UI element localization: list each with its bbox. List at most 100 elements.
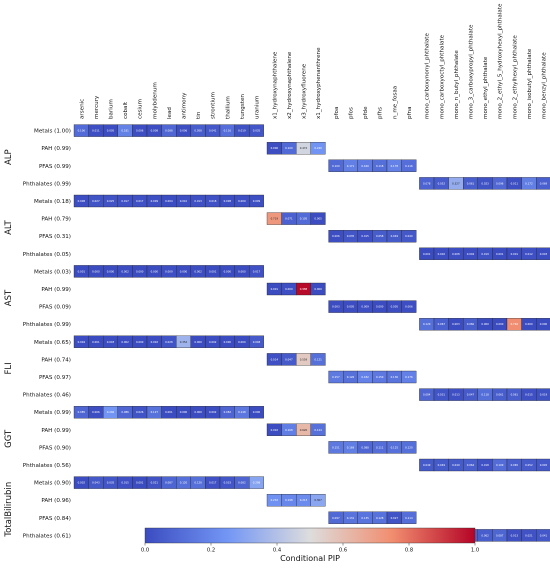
heatmap-cell	[249, 406, 264, 419]
row-label: PFAS (0.31)	[39, 234, 71, 240]
column-label: n_me_fosaa	[392, 86, 398, 119]
cell-value-label: 0.013	[452, 393, 460, 397]
cell-value-label: 0.002	[438, 252, 446, 256]
cell-value-label: 0.052	[438, 181, 446, 185]
cell-value-label: 0.213	[300, 498, 308, 502]
heatmap-cell	[536, 318, 550, 331]
cell-value-label: 0.307	[314, 498, 322, 502]
heatmap-cell	[249, 194, 264, 208]
cell-value-label: 0.017	[209, 481, 217, 485]
cell-value-label: 0.078	[423, 181, 431, 185]
cell-value-label: 0.126	[347, 375, 355, 379]
cell-value-label: 0.118	[376, 164, 384, 168]
cell-value-label: 0.009	[285, 287, 293, 291]
column-label: lead	[167, 107, 173, 119]
cell-value-label: 0.135	[361, 516, 369, 520]
cell-value-label: 0.001	[165, 410, 173, 414]
column-label: x2_hydroxynaphthalene	[287, 51, 293, 119]
cell-value-label: 0.006	[405, 305, 413, 309]
cell-value-label: 0.000	[180, 410, 188, 414]
column-label: pfoa	[334, 107, 340, 119]
cell-value-label: 0.013	[511, 533, 519, 537]
cell-value-label: 0.111	[376, 445, 384, 449]
cell-value-label: 0.009	[165, 269, 173, 273]
row-label: Phthalates (0.99)	[23, 181, 71, 187]
column-label: mono_carboxyoctyl_phthalate	[439, 34, 445, 119]
cell-value-label: 0.047	[285, 357, 293, 361]
cell-value-label: 0.168	[285, 428, 293, 432]
cell-value-label: 0.148	[238, 410, 246, 414]
column-label: mono_benzyl_phthalate	[542, 52, 548, 119]
cell-value-label: 0.005	[107, 129, 115, 133]
column-label: arsenic	[79, 99, 85, 119]
column-label: mono_3_carboxypropyl_phthalate	[469, 24, 475, 119]
heatmap-cells: 0.106 0.011 0.005 0.181 0.006 0.008 0.088 0.006…	[73, 124, 550, 542]
cell-value-label: 0.000	[238, 269, 246, 273]
cell-value-label: 0.746	[511, 322, 519, 326]
heatmap-cell	[249, 265, 264, 278]
heatmap-cell	[249, 124, 264, 137]
cell-value-label: 0.008	[224, 199, 232, 203]
cell-value-label: 0.017	[253, 269, 261, 273]
row-label: PFAS (0.84)	[39, 516, 71, 522]
cell-value-label: 0.008	[78, 199, 86, 203]
column-label: mono_n_butyl_phthalate	[454, 50, 460, 119]
cell-value-label: 0.198	[285, 498, 293, 502]
row-label: PAH (0.99)	[41, 428, 71, 434]
row-label: Metals (0.99)	[34, 410, 71, 416]
cell-value-label: 0.014	[271, 357, 279, 361]
column-label: pfde	[363, 106, 369, 119]
cell-value-label: 0.049	[423, 463, 431, 467]
column-label: thallium	[225, 96, 231, 119]
cell-value-label: 0.001	[136, 481, 144, 485]
cell-value-label: 0.031	[438, 393, 446, 397]
cell-value-label: 0.084	[423, 393, 431, 397]
cell-value-label: 0.000	[525, 322, 533, 326]
colorbar-title: Conditional PIP	[280, 554, 340, 563]
cell-value-label: 0.087	[496, 533, 504, 537]
cell-value-label: 0.002	[209, 410, 217, 414]
row-label: PAH (0.74)	[41, 357, 71, 363]
cell-value-label: 0.128	[376, 516, 384, 520]
heatmap-cell	[310, 423, 326, 436]
cell-value-label: 0.082	[224, 410, 232, 414]
row-label: Phthalates (0.05)	[23, 252, 71, 258]
column-label: mono_2_ethyl_5_hydroxyhexyl_phthalate	[498, 3, 504, 119]
column-label: tungsten	[240, 94, 246, 119]
cell-value-label: 0.015	[361, 234, 369, 238]
cell-value-label: 0.061	[496, 393, 504, 397]
cell-value-label: 0.017	[121, 199, 129, 203]
cell-value-label: 0.097	[332, 516, 340, 520]
cell-value-label: 0.169	[347, 445, 355, 449]
row-label: PFAS (0.09)	[39, 305, 71, 311]
cell-value-label: 0.052	[525, 463, 533, 467]
cell-value-label: 0.035	[253, 129, 261, 133]
cell-value-label: 0.000	[314, 287, 322, 291]
cell-value-label: 0.171	[347, 164, 355, 168]
colorbar-tick-label: 0.2	[207, 548, 215, 554]
cell-value-label: 0.064	[467, 463, 475, 467]
cell-value-label: 0.120	[405, 445, 413, 449]
cell-value-label: 0.019	[540, 393, 548, 397]
row-label: PAH (0.96)	[41, 498, 71, 504]
column-label: x3_hydroxyfluorene	[302, 63, 308, 119]
cell-value-label: 0.035	[107, 481, 115, 485]
column-label: x1_hydroxyphenanthrene	[316, 47, 322, 119]
row-label: PFAS (0.99)	[39, 164, 71, 170]
cell-value-label: 0.011	[511, 181, 519, 185]
cell-value-label: 0.011	[92, 129, 100, 133]
row-label: Metals (1.00)	[34, 129, 71, 135]
cell-value-label: 0.008	[151, 129, 159, 133]
cell-value-label: 0.013	[194, 199, 202, 203]
cell-value-label: 0.000	[92, 269, 100, 273]
heatmap-cell	[310, 212, 326, 225]
cell-value-label: 0.232	[271, 498, 279, 502]
cell-value-label: 0.005	[347, 305, 355, 309]
cell-value-label: 0.088	[361, 445, 369, 449]
cell-value-label: 0.096	[496, 181, 504, 185]
row-label: Phthalates (0.46)	[23, 393, 71, 399]
cell-value-label: 0.120	[423, 322, 431, 326]
cell-value-label: 0.005	[391, 305, 399, 309]
colorbar-tick-label: 0.4	[273, 548, 282, 554]
cell-value-label: 0.009	[238, 199, 246, 203]
